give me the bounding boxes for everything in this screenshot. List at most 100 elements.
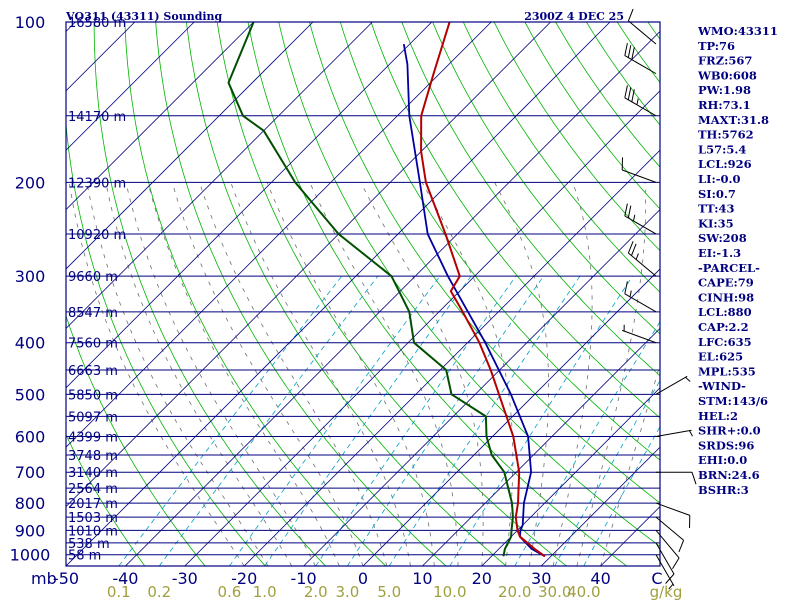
wind-barb	[655, 429, 693, 438]
stat-line: -PARCEL-	[698, 261, 760, 275]
stat-line: -WIND-	[698, 379, 746, 393]
barb-half-flag	[633, 214, 636, 222]
dry-adiabat	[555, 22, 660, 168]
mixing-ratio-line	[264, 275, 472, 566]
height-label: 9660 m	[68, 270, 118, 285]
mixing-ratio-line	[158, 275, 379, 566]
barb-staff	[622, 169, 657, 183]
wind-barbs	[621, 8, 697, 590]
stat-line: TP:76	[698, 39, 735, 53]
wind-barb	[655, 554, 675, 590]
skewed-isotherm	[422, 327, 660, 566]
pressure-label: 400	[15, 334, 46, 353]
stat-line: SHR+:0.0	[698, 424, 761, 438]
mixing-ratio-line	[449, 275, 633, 566]
stat-line: EHI:0.0	[698, 453, 747, 467]
moist-adiabat	[494, 182, 549, 566]
wind-barb	[624, 203, 657, 235]
barb-half-flag	[685, 376, 691, 382]
skewed-isotherm	[243, 149, 660, 566]
mixing-ratio-line	[118, 275, 343, 566]
barb-staff	[655, 375, 688, 395]
stat-line: CAPE:79	[698, 276, 754, 290]
stat-line: BSHR:3	[698, 483, 749, 497]
skewed-isotherm	[66, 22, 492, 448]
temperature-tick-label: -30	[172, 569, 198, 588]
temperature-tick-label: -20	[231, 569, 257, 588]
mixing-ratio-label: 0.2	[147, 583, 171, 600]
pressure-label: 800	[15, 494, 46, 513]
mixing-ratio-label: 10.0	[433, 583, 466, 600]
height-label: 1010 m	[68, 524, 118, 539]
barb-flag	[672, 557, 680, 569]
temperature-tick-label: 0	[358, 569, 368, 588]
dry-adiabat	[370, 22, 660, 419]
stat-line: CAP:2.2	[698, 320, 749, 334]
stat-line: SI:0.7	[698, 187, 736, 201]
barb-flag	[624, 203, 628, 217]
dry-adiabat	[401, 22, 660, 377]
pressure-label: 300	[15, 267, 46, 286]
barb-staff	[655, 429, 692, 438]
dry-adiabat	[524, 22, 660, 210]
height-label: 3140 m	[68, 466, 118, 481]
stat-line: WB0:608	[697, 68, 757, 82]
barb-flag	[624, 43, 628, 56]
stat-line: TH:5762	[698, 128, 754, 142]
skewed-isotherm	[481, 387, 660, 566]
barb-staff	[655, 530, 680, 559]
plot-border	[65, 21, 661, 567]
stat-line: BRN:24.6	[698, 468, 760, 482]
stat-line: LFC:635	[698, 335, 752, 349]
moist-adiabat	[147, 182, 340, 566]
barb-staff	[655, 516, 684, 541]
dry-adiabat	[66, 314, 206, 566]
sounding-profiles	[227, 22, 546, 558]
height-label: 5097 m	[68, 410, 118, 425]
temperature-tick-label: 40	[590, 569, 610, 588]
pressure-axis-labels: 100 200 300 400 500 600 700 800 900 1000	[10, 13, 51, 565]
barb-flag	[624, 281, 628, 294]
skewed-isotherm	[125, 30, 660, 566]
skewed-isotherm	[66, 22, 195, 151]
dewpoint-trace	[227, 22, 514, 557]
barb-staff	[624, 215, 657, 235]
pressure-label: 200	[15, 173, 46, 192]
mixing-ratio-line	[554, 379, 660, 566]
barb-half-flag	[636, 98, 639, 105]
stat-line: EI:-1.3	[698, 246, 741, 260]
stat-line: WMO:43311	[697, 24, 778, 38]
moist-adiabat	[421, 182, 514, 566]
temperature-tick-label: 20	[472, 569, 492, 588]
temperature-tick-label: -10	[291, 569, 317, 588]
temperature-axis-labels: -50 -40 -30 -20 -10 0 10 20 30 40	[53, 569, 611, 588]
stats-panel: WMO:43311TP:76FRZ:567WB0:608PW:1.98RH:73…	[697, 24, 778, 497]
barb-flag	[691, 472, 697, 485]
stat-line: TT:43	[698, 202, 735, 216]
dry-adiabat	[432, 22, 660, 335]
moist-adiabat	[125, 182, 316, 566]
stat-line: SRDS:96	[698, 438, 754, 452]
wind-barb	[655, 516, 685, 553]
height-label: 5850 m	[68, 388, 118, 403]
pressure-label: 700	[15, 463, 46, 482]
stat-line: MPL:535	[698, 364, 756, 378]
height-label: 16580 m	[68, 16, 126, 31]
stat-line: EL:625	[698, 350, 743, 364]
mixing-ratio-axis-labels: 0.1 0.2 0.6 1.0 2.0 3.0 5.0 10.0 20.0 30.040.0	[107, 583, 601, 600]
moist-adiabat	[105, 182, 293, 566]
barb-staff	[624, 55, 657, 75]
chart-title: VQ311 (43311) Sounding	[65, 10, 223, 23]
wind-barb	[624, 281, 657, 313]
pressure-label: 500	[15, 385, 46, 404]
dry-adiabat	[278, 22, 660, 547]
dry-adiabat	[462, 22, 660, 293]
skewed-isotherm	[66, 22, 314, 270]
height-label: 10920 m	[68, 228, 126, 243]
pressure-label: 1000	[10, 546, 51, 565]
skewed-isotherm	[66, 22, 76, 32]
dry-adiabat	[216, 22, 567, 566]
mixing-ratio-label: 1.0	[253, 583, 277, 600]
mixing-ratio-line	[315, 275, 517, 566]
stat-line: RH:73.1	[698, 98, 751, 112]
